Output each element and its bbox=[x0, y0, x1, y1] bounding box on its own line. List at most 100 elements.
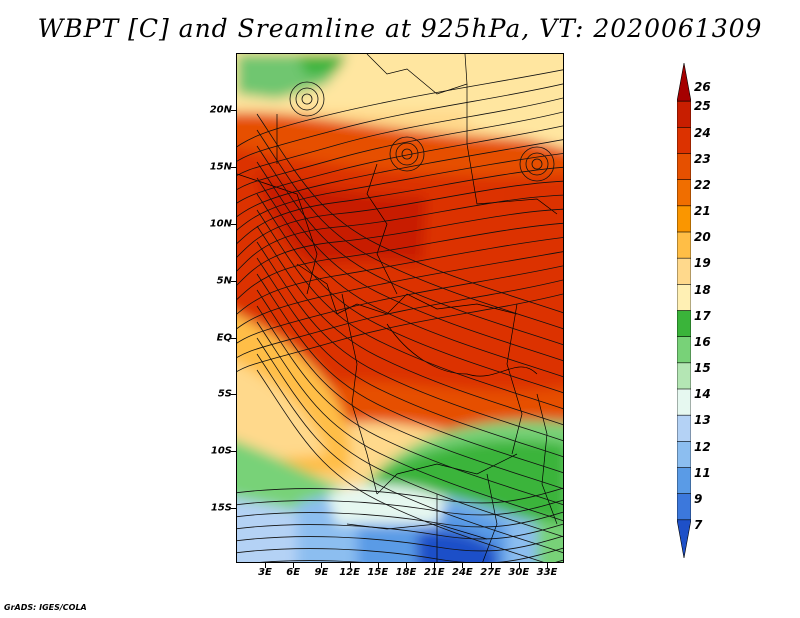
lon-tick bbox=[462, 563, 464, 568]
streamline bbox=[256, 289, 563, 490]
streamline bbox=[256, 177, 563, 378]
colorbar-label: 18 bbox=[694, 282, 711, 297]
lon-label: 15E bbox=[367, 567, 389, 578]
streamline bbox=[256, 193, 563, 394]
streamline bbox=[237, 511, 563, 528]
streamline bbox=[237, 487, 563, 504]
lat-tick bbox=[231, 508, 236, 509]
streamline bbox=[256, 273, 563, 474]
streamline bbox=[237, 208, 563, 286]
lat-tick bbox=[231, 281, 236, 282]
lon-tick bbox=[265, 563, 266, 568]
streamline bbox=[256, 321, 563, 522]
lat-label: 5N bbox=[216, 275, 232, 287]
colorbar-swatch bbox=[676, 153, 692, 181]
chart-title: WBPT [C] and Sreamline at 925hPa, VT: 20… bbox=[37, 14, 763, 43]
streamline bbox=[237, 125, 563, 204]
lat-label: EQ bbox=[216, 332, 232, 344]
streamline bbox=[237, 279, 563, 358]
lon-tick bbox=[293, 563, 295, 568]
streamline bbox=[237, 180, 563, 258]
streamline bbox=[256, 129, 563, 330]
lon-label: 18E bbox=[395, 567, 417, 578]
streamline bbox=[237, 222, 563, 300]
lon-tick bbox=[321, 563, 323, 568]
colorbar-swatch bbox=[676, 62, 692, 102]
footer-credit: GrADS: IGES/COLA bbox=[4, 603, 87, 612]
streamline bbox=[237, 69, 563, 148]
streamline bbox=[256, 161, 563, 362]
lon-label: 21E bbox=[423, 567, 445, 578]
colorbar-swatch bbox=[676, 493, 692, 521]
streamline bbox=[237, 523, 563, 540]
lon-label: 33E bbox=[536, 567, 558, 578]
streamline bbox=[256, 353, 563, 554]
lon-label: 24E bbox=[452, 567, 473, 578]
streamline bbox=[256, 369, 544, 562]
colorbar-label: 11 bbox=[694, 465, 711, 480]
colorbar-label: 15 bbox=[694, 361, 711, 376]
lat-tick bbox=[231, 451, 236, 452]
colorbar-swatch bbox=[676, 467, 692, 495]
streamline bbox=[256, 209, 563, 410]
streamline bbox=[531, 158, 543, 170]
streamline bbox=[389, 136, 425, 172]
streamline bbox=[237, 535, 563, 552]
streamlines bbox=[237, 69, 563, 562]
colorbar-swatch bbox=[676, 257, 692, 286]
colorbar-swatch bbox=[676, 205, 692, 233]
streamline bbox=[237, 97, 563, 176]
streamline bbox=[519, 146, 555, 182]
streamline bbox=[256, 113, 563, 314]
streamline bbox=[237, 111, 563, 190]
colorbar-label: 13 bbox=[694, 413, 711, 428]
lon-label: 6E bbox=[286, 567, 301, 578]
lon-tick bbox=[349, 563, 351, 568]
colorbar-swatch bbox=[676, 231, 692, 259]
colorbar-swatch bbox=[676, 284, 692, 312]
streamline bbox=[237, 83, 563, 162]
lon-tick bbox=[406, 563, 407, 568]
colorbar-swatch bbox=[676, 362, 692, 390]
lon-tick bbox=[518, 563, 520, 568]
lat-label: 10N bbox=[209, 218, 232, 230]
colorbar-swatch bbox=[676, 127, 692, 155]
colorbar-label: 12 bbox=[694, 439, 711, 454]
streamline bbox=[237, 237, 563, 315]
streamline bbox=[237, 166, 563, 244]
colorbar-label: 17 bbox=[694, 308, 711, 323]
colorbar-swatch bbox=[676, 519, 692, 559]
streamline bbox=[256, 337, 563, 538]
colorbar-swatches bbox=[676, 62, 692, 559]
lon-tick bbox=[377, 563, 379, 568]
streamline bbox=[237, 293, 563, 372]
streamline bbox=[395, 142, 419, 166]
streamline bbox=[256, 257, 563, 458]
wbpt-field bbox=[237, 54, 563, 562]
streamline bbox=[525, 152, 549, 176]
colorbar-label: 9 bbox=[694, 491, 703, 506]
lon-tick bbox=[547, 563, 548, 568]
lat-label: 10S bbox=[210, 445, 232, 457]
streamline bbox=[401, 148, 413, 160]
streamline bbox=[295, 87, 319, 111]
colorbar-label: 26 bbox=[694, 80, 711, 94]
streamline bbox=[289, 81, 325, 117]
colorbar bbox=[676, 62, 692, 559]
lon-label: 3E bbox=[258, 567, 272, 578]
streamline bbox=[256, 241, 563, 442]
colorbar-label: 16 bbox=[694, 334, 711, 349]
colorbar-swatch bbox=[676, 414, 692, 443]
colorbar-swatch bbox=[676, 310, 692, 338]
streamline bbox=[237, 547, 563, 562]
lon-tick bbox=[434, 563, 436, 568]
lat-tick bbox=[231, 338, 236, 339]
lat-tick bbox=[231, 167, 236, 168]
lat-tick bbox=[231, 394, 236, 395]
colorbar-label: 25 bbox=[694, 99, 711, 114]
colorbar-swatch bbox=[676, 441, 692, 469]
streamline bbox=[237, 139, 563, 218]
streamline bbox=[237, 265, 563, 344]
lat-tick bbox=[231, 110, 236, 111]
streamline bbox=[237, 499, 563, 516]
